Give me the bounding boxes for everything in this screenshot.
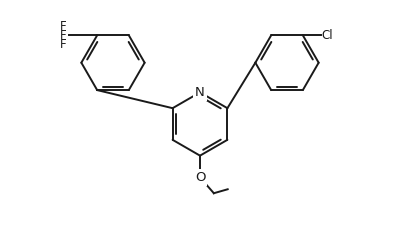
Text: N: N — [195, 86, 205, 99]
Text: F: F — [60, 38, 66, 51]
Text: F: F — [60, 29, 66, 42]
Text: F: F — [60, 20, 66, 33]
Text: O: O — [195, 171, 205, 184]
Text: Cl: Cl — [322, 29, 333, 42]
